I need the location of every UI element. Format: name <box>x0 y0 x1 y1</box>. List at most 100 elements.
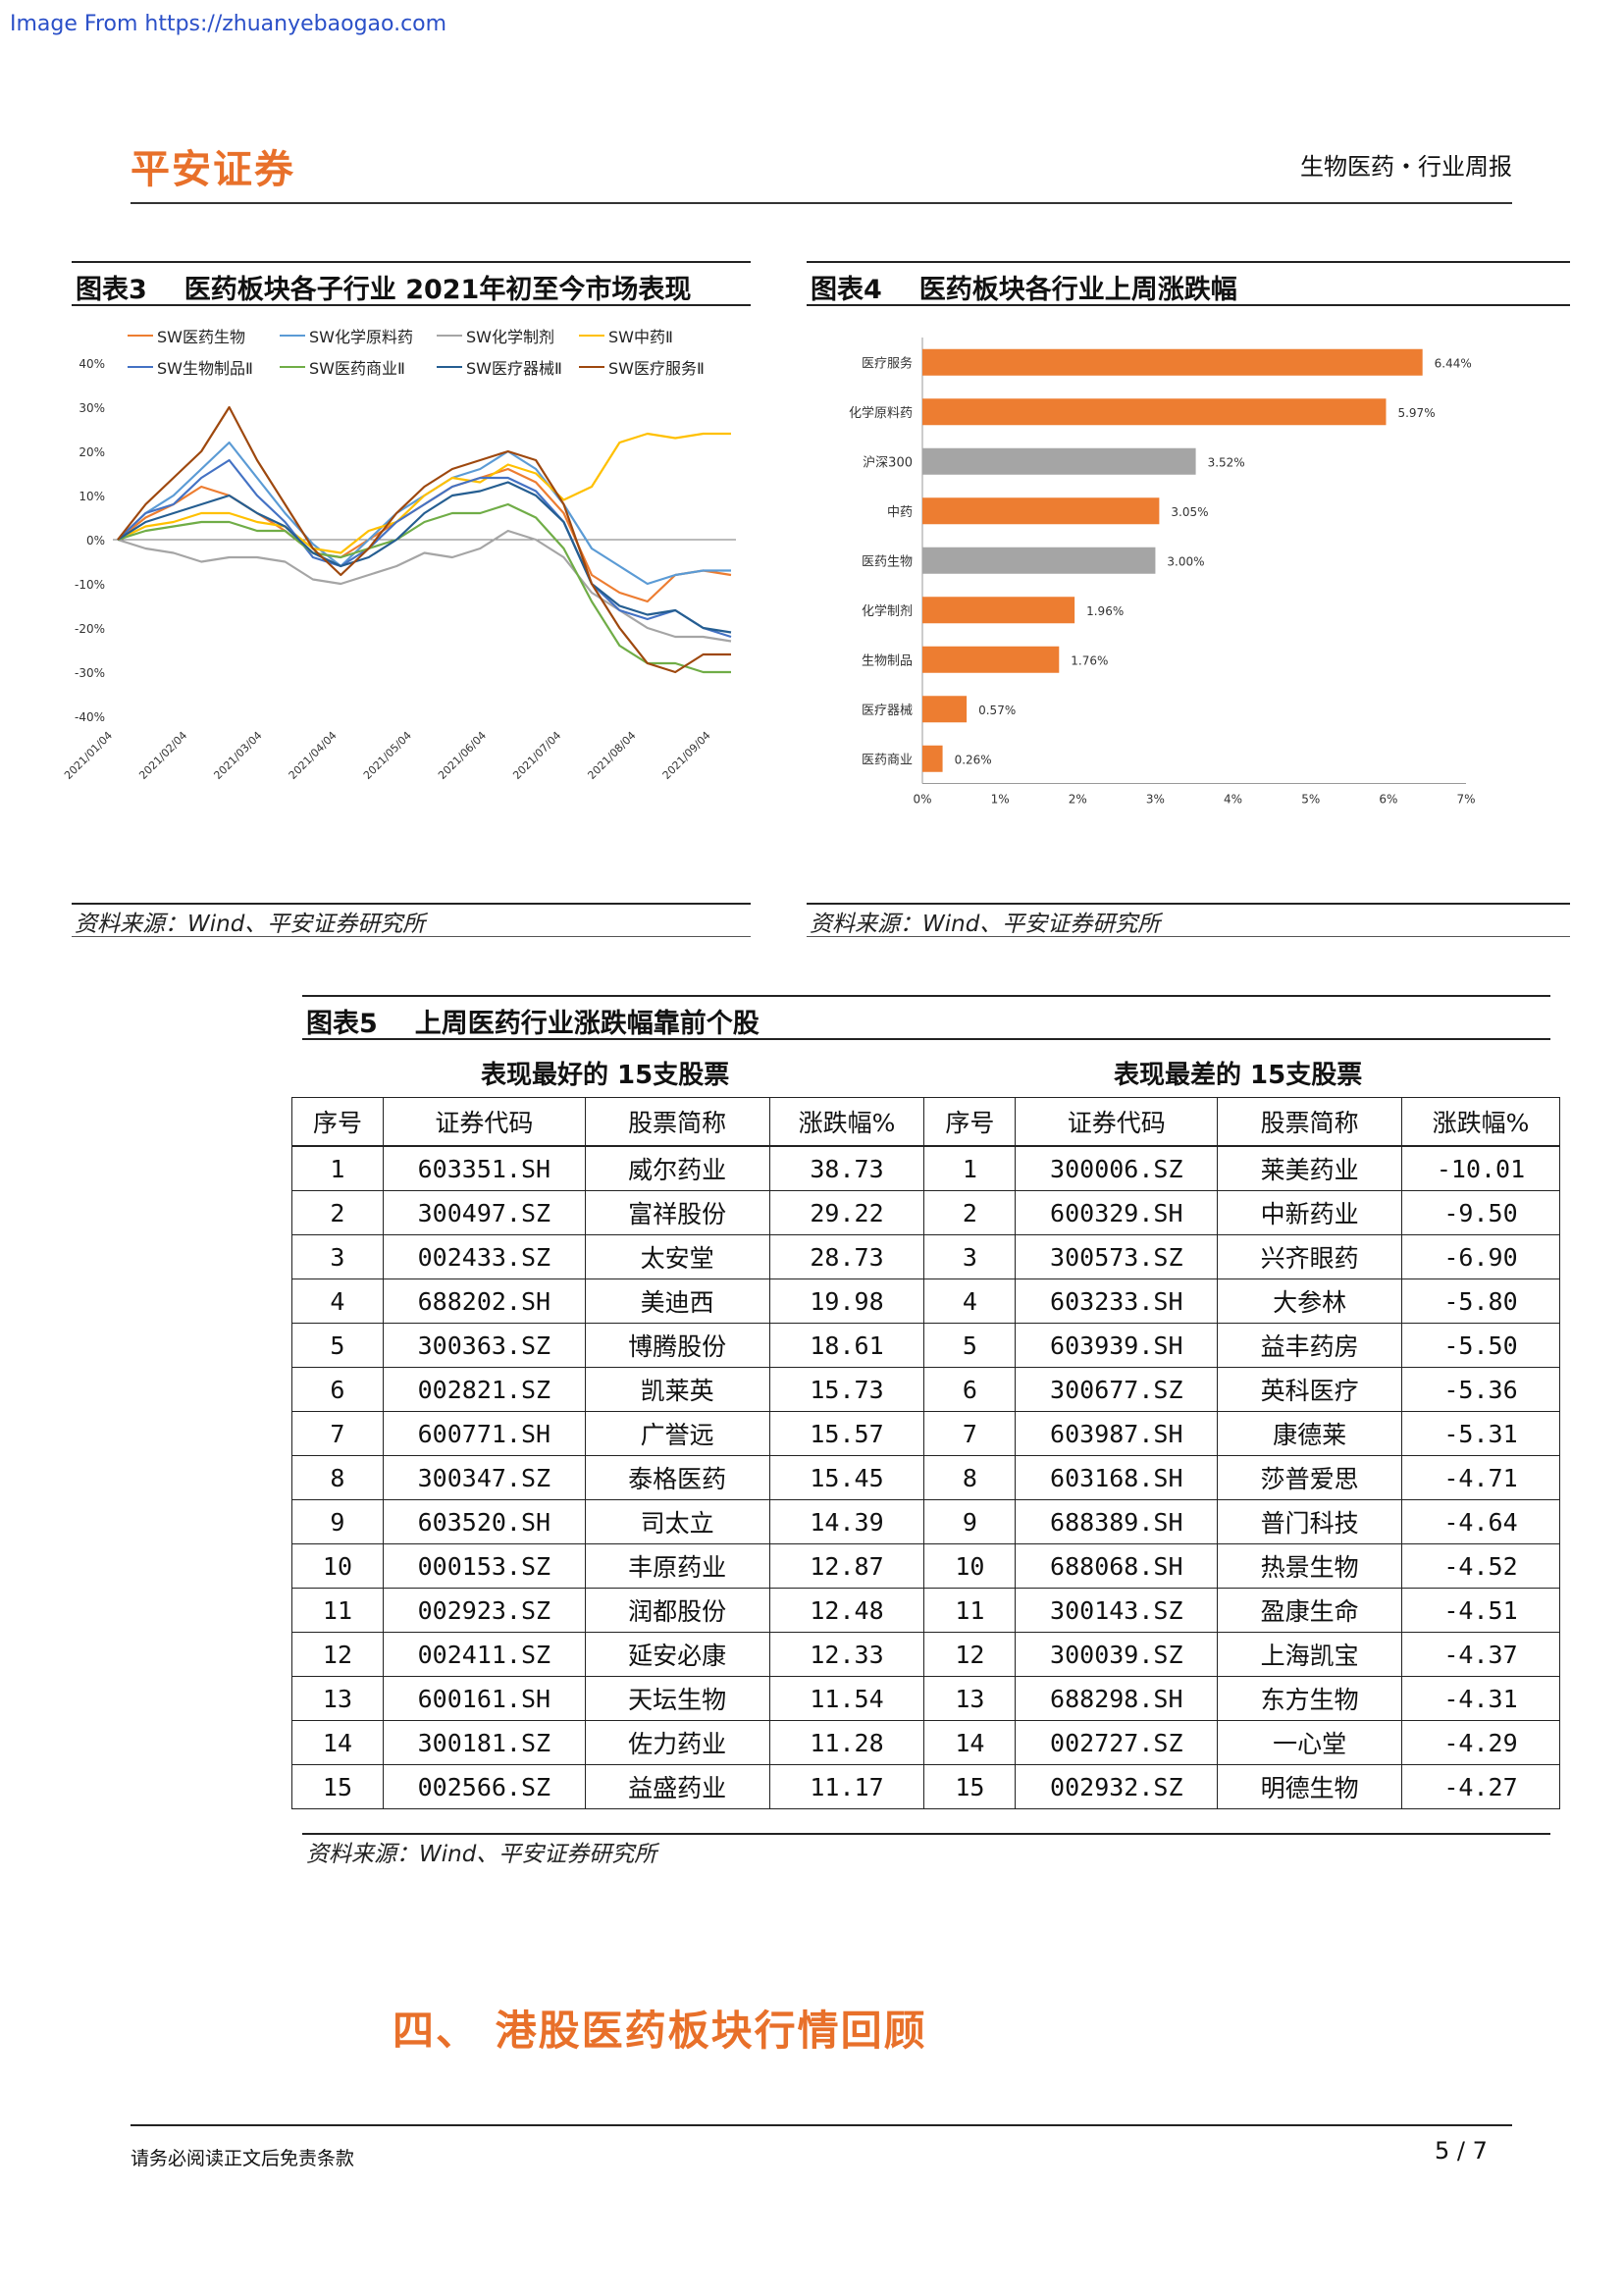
table-cell: 002821.SZ <box>382 1367 586 1412</box>
table-cell: 1 <box>291 1145 384 1191</box>
legend-label: SW生物制品Ⅱ <box>157 359 253 378</box>
fig4-category-label: 生物制品 <box>862 653 913 668</box>
fig4-value-label: 1.96% <box>1086 604 1124 618</box>
fig4-category-label: 医药商业 <box>862 753 913 767</box>
table-row: 9 603520.SH 司太立 14.39 9 688389.SH 普门科技 -4.64 <box>291 1499 1560 1544</box>
table-cell: 10 <box>923 1543 1017 1589</box>
table-cell: 002411.SZ <box>382 1632 586 1677</box>
series-line-sw <box>117 529 732 643</box>
table-cell: 丰原药业 <box>584 1543 770 1589</box>
table-cell: 上海凯宝 <box>1217 1632 1402 1677</box>
fig4-bar <box>922 597 1075 624</box>
table-cell: 威尔药业 <box>584 1145 770 1191</box>
fig5-title-bar: 图表5 上周医药行业涨跌幅靠前个股 <box>302 995 1550 1040</box>
table-cell: 盈康生命 <box>1217 1588 1402 1633</box>
fig3-x-tick-label: 2021/01/04 <box>62 729 115 782</box>
fig4-category-label: 化学原料药 <box>849 405 913 421</box>
fig4-bar <box>922 547 1156 574</box>
table-row: 8 300347.SZ 泰格医药 15.45 8 603168.SH 莎普爱思 -4.71 <box>291 1455 1560 1500</box>
table-cell: 002566.SZ <box>382 1764 586 1809</box>
table-cell: 11 <box>923 1588 1017 1633</box>
table-cell: 15.73 <box>768 1367 925 1412</box>
report-category: 生物医药・行业周报 <box>1300 153 1512 181</box>
column-header: 涨跌幅% <box>768 1097 925 1147</box>
table-cell: -10.01 <box>1401 1145 1560 1191</box>
legend-item-6: SW医药商业Ⅱ <box>280 355 405 379</box>
table-cell: 15.45 <box>768 1455 925 1500</box>
table-cell: 002727.SZ <box>1015 1720 1219 1765</box>
table-cell: 603233.SH <box>1015 1278 1219 1324</box>
fig5-title: 上周医药行业涨跌幅靠前个股 <box>414 1009 760 1039</box>
table-cell: 300143.SZ <box>1015 1588 1219 1633</box>
fig3-source-bottom-rule <box>72 936 751 937</box>
table-cell: 300363.SZ <box>382 1323 586 1368</box>
fig3-y-tick-label: 0% <box>86 534 105 548</box>
worst-stocks-heading: 表现最差的 15支股票 <box>1114 1061 1363 1090</box>
series-line-sw <box>117 502 731 674</box>
table-cell: -4.27 <box>1401 1764 1560 1809</box>
stock-performance-table: 序号 证券代码 股票简称 涨跌幅% 序号 证券代码 股票简称 涨跌幅% 1 603351.SH 威… <box>291 1097 1560 1809</box>
table-row: 12 002411.SZ 延安必康 12.33 12 300039.SZ 上海凯宝 -4.37 <box>291 1632 1560 1677</box>
table-cell: 11 <box>291 1588 384 1633</box>
fig4-category-label: 医疗器械 <box>862 704 913 718</box>
legend-label: SW医药商业Ⅱ <box>309 359 405 378</box>
footer-disclaimer: 请务必阅读正文后免责条款 <box>131 2148 355 2169</box>
fig4-bar <box>922 745 943 772</box>
table-cell: -4.29 <box>1401 1720 1560 1765</box>
table-row: 5 300363.SZ 博腾股份 18.61 5 603939.SH 益丰药房 -5.50 <box>291 1323 1560 1368</box>
fig3-y-tick-label: -30% <box>75 666 105 680</box>
fig3-x-tick-label: 2021/06/04 <box>436 729 489 782</box>
fig3-source-rule <box>72 903 751 905</box>
table-cell: 一心堂 <box>1217 1720 1402 1765</box>
table-cell: 12.87 <box>768 1543 925 1589</box>
fig4-bar <box>922 348 1423 376</box>
table-row: 13 600161.SH 天坛生物 11.54 13 688298.SH 东方生物 -4.31 <box>291 1676 1560 1721</box>
table-cell: 2 <box>291 1190 384 1235</box>
fig4-x-tick-label: 7% <box>1456 793 1475 807</box>
fig3-y-tick-label: 40% <box>79 357 105 371</box>
legend-item-3: SW化学制剂 <box>437 324 554 347</box>
table-cell: 15 <box>923 1764 1017 1809</box>
legend-item-7: SW医疗器械Ⅱ <box>437 355 562 379</box>
legend-item-4: SW中药Ⅱ <box>579 324 673 347</box>
fig4-bar <box>922 398 1387 426</box>
legend-label: SW中药Ⅱ <box>608 328 673 346</box>
table-cell: 18.61 <box>768 1323 925 1368</box>
table-cell: 603168.SH <box>1015 1455 1219 1500</box>
table-cell: 1 <box>923 1145 1017 1191</box>
fig3-y-tick-label: 10% <box>79 490 105 503</box>
table-cell: 11.28 <box>768 1720 925 1765</box>
table-cell: 14 <box>291 1720 384 1765</box>
table-cell: -5.31 <box>1401 1411 1560 1456</box>
table-cell: 600329.SH <box>1015 1190 1219 1235</box>
fig4-source: 资料来源：Wind、平安证券研究所 <box>810 912 1161 937</box>
table-cell: 5 <box>923 1323 1017 1368</box>
fig4-category-label: 中药 <box>887 505 913 520</box>
table-cell: -5.80 <box>1401 1278 1560 1324</box>
fig3-x-tick-label: 2021/09/04 <box>660 729 713 782</box>
table-row: 11 002923.SZ 润都股份 12.48 11 300143.SZ 盈康生命 -4.51 <box>291 1588 1560 1633</box>
source-watermark[interactable]: Image From https://zhuanyebaogao.com <box>10 12 447 36</box>
table-cell: 博腾股份 <box>584 1323 770 1368</box>
table-cell: 300347.SZ <box>382 1455 586 1500</box>
table-cell: 2 <box>923 1190 1017 1235</box>
table-cell: 002932.SZ <box>1015 1764 1219 1809</box>
table-cell: -4.31 <box>1401 1676 1560 1721</box>
legend-swatch <box>280 366 305 368</box>
table-cell: 14.39 <box>768 1499 925 1544</box>
column-header: 股票简称 <box>584 1097 770 1147</box>
table-cell: 300181.SZ <box>382 1720 586 1765</box>
column-header: 证券代码 <box>382 1097 586 1147</box>
table-cell: 10 <box>291 1543 384 1589</box>
fig4-bar <box>922 646 1060 673</box>
table-cell: 6 <box>923 1367 1017 1412</box>
table-cell: 300497.SZ <box>382 1190 586 1235</box>
fig3-x-tick-label: 2021/03/04 <box>211 729 264 782</box>
fig4-x-tick-label: 0% <box>913 793 931 807</box>
legend-swatch <box>579 335 604 337</box>
fig4-x-tick-label: 3% <box>1146 793 1165 807</box>
fig3-line-chart: 40% 30% 20% 10% 0% -10% -20% -30% -40% 2021/01/04… <box>62 357 736 782</box>
table-cell: 688298.SH <box>1015 1676 1219 1721</box>
series-line-sw <box>117 405 731 674</box>
table-cell: 润都股份 <box>584 1588 770 1633</box>
